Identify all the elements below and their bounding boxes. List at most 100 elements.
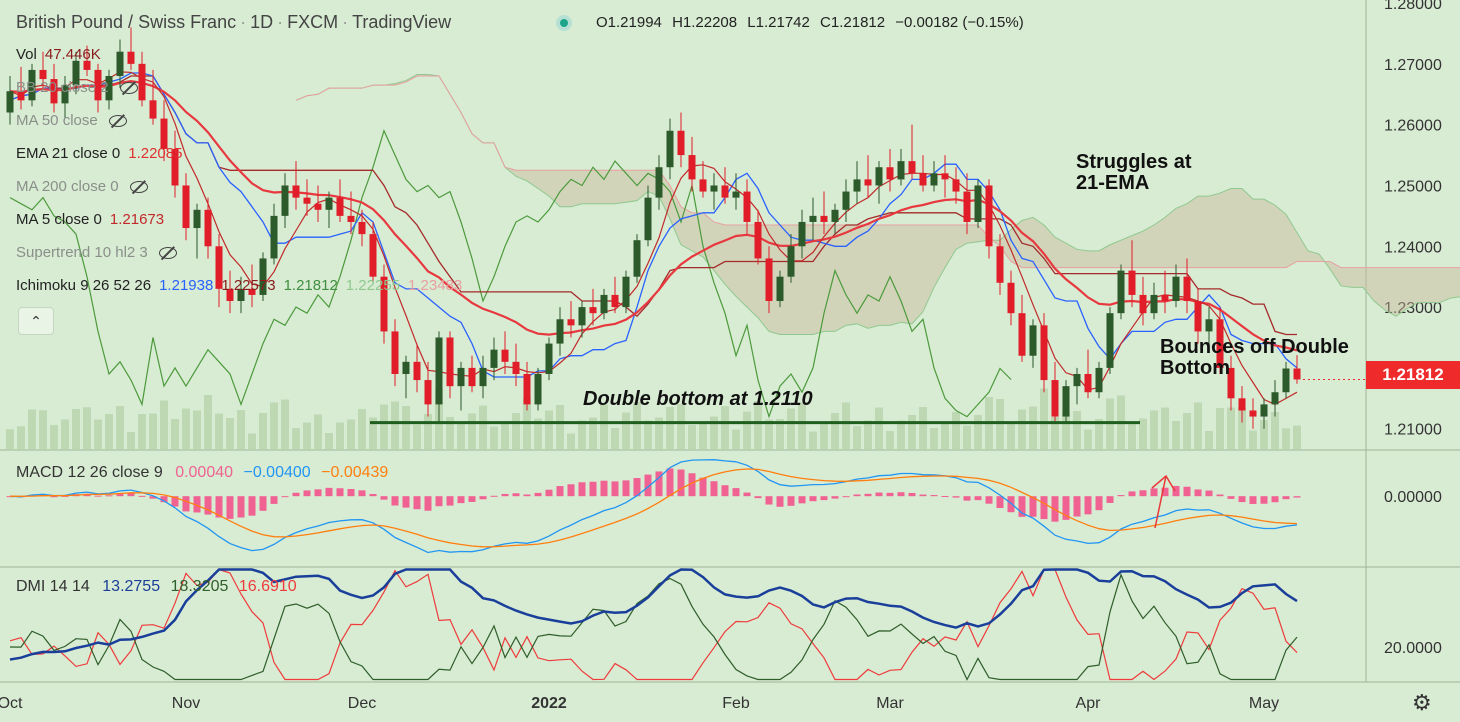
low-value: L1.21742 xyxy=(747,14,810,31)
volume-bar xyxy=(897,420,905,450)
market-status-icon xyxy=(556,15,572,31)
candle-body xyxy=(743,191,751,222)
candle-body xyxy=(182,185,190,229)
candle-body xyxy=(655,167,663,198)
volume-bar xyxy=(787,408,795,450)
volume-bar xyxy=(105,414,113,450)
volume-bar xyxy=(545,410,553,450)
volume-bar xyxy=(259,413,267,450)
candle-body xyxy=(446,337,454,387)
candle-body xyxy=(270,215,278,259)
volume-bar xyxy=(1051,417,1059,450)
macd-histogram-bar xyxy=(556,486,564,497)
candle-body xyxy=(1249,410,1257,417)
candle-body xyxy=(402,361,410,374)
symbol-title[interactable]: British Pound / Swiss Franc xyxy=(16,12,237,32)
macd-histogram-bar xyxy=(435,496,443,507)
candle-body xyxy=(468,367,476,387)
candle-body xyxy=(1293,368,1301,380)
price-tick-label: 1.23000 xyxy=(1384,300,1442,317)
candle-body xyxy=(61,85,69,104)
candle-body xyxy=(567,319,575,326)
macd-histogram-bar xyxy=(820,496,828,501)
candle-body xyxy=(127,51,135,64)
candle-body xyxy=(171,148,179,186)
volume-bar xyxy=(1260,420,1268,450)
volume-bar xyxy=(1194,402,1202,450)
indicator-row[interactable]: Vol 47.446K xyxy=(16,46,101,63)
volume-bar xyxy=(1293,425,1301,450)
macd-histogram-bar xyxy=(292,492,300,497)
indicator-row[interactable]: MA 5 close 0 1.21673 xyxy=(16,211,164,228)
volume-bar xyxy=(171,419,179,450)
hidden-eye-icon[interactable] xyxy=(129,180,149,194)
volume-bar xyxy=(611,428,619,450)
macd-histogram-bar xyxy=(721,485,729,497)
senkou-span-b-line xyxy=(295,75,1460,269)
ichimoku-value: 1.23483 xyxy=(408,277,463,294)
candle-body xyxy=(391,331,399,374)
candle-body xyxy=(1062,386,1070,417)
candle-body xyxy=(1007,282,1015,314)
macd-histogram-bar xyxy=(490,495,498,497)
candle-body xyxy=(83,60,91,70)
hidden-eye-icon[interactable] xyxy=(108,114,128,128)
volume-bar xyxy=(864,420,872,450)
macd-histogram-bar xyxy=(1150,488,1158,497)
volume-bar xyxy=(248,433,256,450)
volume-bar xyxy=(633,402,641,450)
indicator-row[interactable]: BB 20 close 2 xyxy=(16,79,139,96)
indicator-row[interactable]: EMA 21 close 0 1.22085 xyxy=(16,145,182,162)
indicator-row[interactable]: MA 200 close 0 xyxy=(16,178,149,195)
macd-histogram-bar xyxy=(1183,486,1191,497)
candle-body xyxy=(1194,301,1202,332)
indicator-name: MA 5 close 0 xyxy=(16,211,102,228)
indicator-row[interactable]: Ichimoku 9 26 52 26 1.21938 1.22573 1.21812… xyxy=(16,277,462,294)
macd-histogram-bar xyxy=(127,493,135,497)
indicator-row[interactable]: MA 50 close xyxy=(16,112,128,129)
macd-histogram-bar xyxy=(1040,496,1048,520)
dmi-legend[interactable]: DMI 14 14 13.2755 18.3205 16.6910 xyxy=(16,578,297,596)
candle-body xyxy=(1018,313,1026,356)
indicator-row[interactable]: Supertrend 10 hl2 3 xyxy=(16,244,178,261)
volume-bar xyxy=(589,417,597,450)
volume-bar xyxy=(578,420,586,450)
settings-gear-icon[interactable]: ⚙ xyxy=(1412,690,1432,715)
indicator-name: BB 20 close 2 xyxy=(16,79,109,96)
collapse-legend-button[interactable]: ⌃ xyxy=(18,307,54,335)
macd-histogram-bar xyxy=(644,474,652,497)
candle-body xyxy=(1051,380,1059,417)
candle-body xyxy=(941,173,949,180)
candle-body xyxy=(336,197,344,216)
macd-histogram-bar xyxy=(501,493,509,497)
interval-label[interactable]: 1D xyxy=(250,12,274,32)
candle-body xyxy=(1128,270,1136,295)
price-tick-label: 1.28000 xyxy=(1384,0,1442,13)
macd-histogram-bar xyxy=(336,488,344,497)
macd-histogram-bar xyxy=(831,496,839,499)
candle-body xyxy=(28,69,36,101)
macd-line-value: −0.00400 xyxy=(243,464,311,481)
macd-histogram-bar xyxy=(996,496,1004,509)
candle-body xyxy=(457,367,465,387)
volume-bar xyxy=(17,426,25,450)
macd-histogram-bar xyxy=(655,471,663,497)
macd-up-arrow-head xyxy=(1151,474,1176,492)
volume-bar xyxy=(314,414,322,450)
volume-bar xyxy=(941,422,949,450)
candle-body xyxy=(545,343,553,374)
candle-body xyxy=(50,79,58,104)
volume-bar xyxy=(688,425,696,450)
volume-bar xyxy=(182,408,190,450)
macd-histogram-bar xyxy=(809,496,817,502)
candle-body xyxy=(523,373,531,405)
hidden-eye-icon[interactable] xyxy=(119,81,139,95)
volume-bar xyxy=(1150,410,1158,450)
price-tick-label: 1.26000 xyxy=(1384,118,1442,135)
minus-di-value: 16.6910 xyxy=(238,578,297,595)
macd-histogram-bar xyxy=(204,496,212,515)
price-tick-label: 1.27000 xyxy=(1384,57,1442,74)
hidden-eye-icon[interactable] xyxy=(158,246,178,260)
macd-legend[interactable]: MACD 12 26 close 9 0.00040 −0.00400 −0.0… xyxy=(16,464,388,482)
